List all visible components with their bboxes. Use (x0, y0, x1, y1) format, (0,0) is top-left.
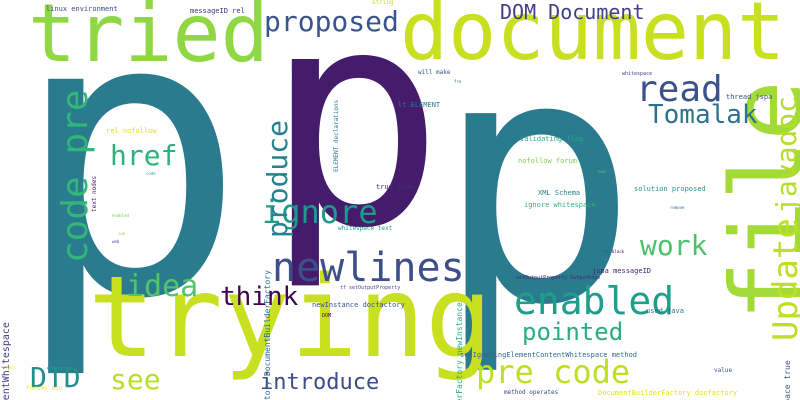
cloud-word: tf setOutputProperty (340, 285, 401, 291)
cloud-word: introduce (260, 370, 380, 395)
cloud-word: ELEMENT declarations (333, 99, 340, 172)
cloud-word: true code (376, 183, 414, 191)
cloud-word: enabled (514, 279, 675, 323)
cloud-word: remove (670, 205, 685, 210)
cloud-word: newInstance docfactory (312, 301, 405, 309)
cloud-word: tried (28, 0, 269, 80)
cloud-word: code (146, 171, 156, 176)
cloud-word: value (714, 367, 733, 374)
cloud-word: document (400, 0, 786, 78)
cloud-word: newlines (272, 245, 465, 291)
cloud-word: href (110, 139, 178, 172)
cloud-word: DocumentBuilderFactory docfactory (598, 389, 738, 397)
cloud-word: ignore whitespace (524, 201, 596, 209)
cloud-word: DocumentBuilderFactory newInstance (455, 302, 464, 400)
cloud-word: docfactory DocumentBuilderFactory (263, 270, 272, 400)
cloud-word: javadoc (770, 95, 800, 214)
cloud-word: p (434, 0, 639, 380)
cloud-word: Update (766, 218, 800, 341)
cloud-word: messageID rel (190, 7, 245, 15)
cloud-word: jspa messageID (592, 267, 652, 275)
cloud-word: thread jspa (726, 93, 773, 101)
cloud-word: DOM Document (500, 0, 645, 24)
cloud-word: used java (646, 307, 684, 315)
cloud-word: forums sun (26, 385, 63, 392)
cloud-word: idea (126, 269, 199, 304)
cloud-word: XML Schema (538, 189, 581, 197)
cloud-word: solution proposed (634, 185, 706, 193)
cloud-word: whitespace (622, 71, 653, 77)
cloud-word: lt ELEMENT (398, 101, 441, 109)
cloud-word: pointed (522, 318, 624, 346)
cloud-word: rel nofollow (106, 127, 157, 135)
cloud-word: produce (261, 119, 294, 238)
cloud-word: Tomalak (648, 100, 758, 130)
cloud-word: new (598, 169, 606, 174)
cloud-word: proposed (264, 5, 399, 38)
cloud-word: black (612, 249, 625, 254)
cloud-word: DTD (30, 361, 81, 394)
cloud-word: read (636, 69, 723, 110)
cloud-word: validating flag (520, 135, 584, 143)
cloud-word: p (264, 0, 445, 294)
cloud-word: work (640, 229, 708, 262)
cloud-word: DOM (322, 313, 332, 319)
cloud-word: enabled (112, 213, 129, 218)
cloud-word: code pre (55, 89, 96, 263)
cloud-word: will make (418, 69, 451, 76)
cloud-word: pre code (476, 353, 631, 391)
cloud-word: string (372, 0, 394, 6)
cloud-word: whitespace text (338, 225, 393, 232)
cloud-word: p (12, 0, 247, 384)
cloud-word: tf (604, 249, 609, 254)
cloud-word: method operates (504, 389, 559, 396)
cloud-word: setOutputProperty OutputKeys (516, 275, 601, 281)
cloud-word: text nodes (91, 175, 98, 212)
cloud-word: trying (88, 253, 493, 383)
cloud-word: fre (454, 79, 462, 84)
cloud-word: setIgnoringElementContentWhitespace true (783, 360, 792, 400)
cloud-word: ignore (262, 193, 378, 231)
cloud-word: linux environment (46, 5, 118, 13)
cloud-word: setIgnoringElementContentWhitespace meth… (460, 351, 638, 359)
cloud-word: web (112, 239, 120, 244)
cloud-word: think (220, 282, 299, 312)
cloud-word: sun (118, 231, 126, 236)
cloud-word: see (110, 363, 161, 396)
cloud-word: Matt (6, 365, 16, 370)
cloud-word: nofollow forum (518, 157, 578, 165)
cloud-word: docfactory setIgnoringElementContentWhit… (1, 322, 12, 400)
